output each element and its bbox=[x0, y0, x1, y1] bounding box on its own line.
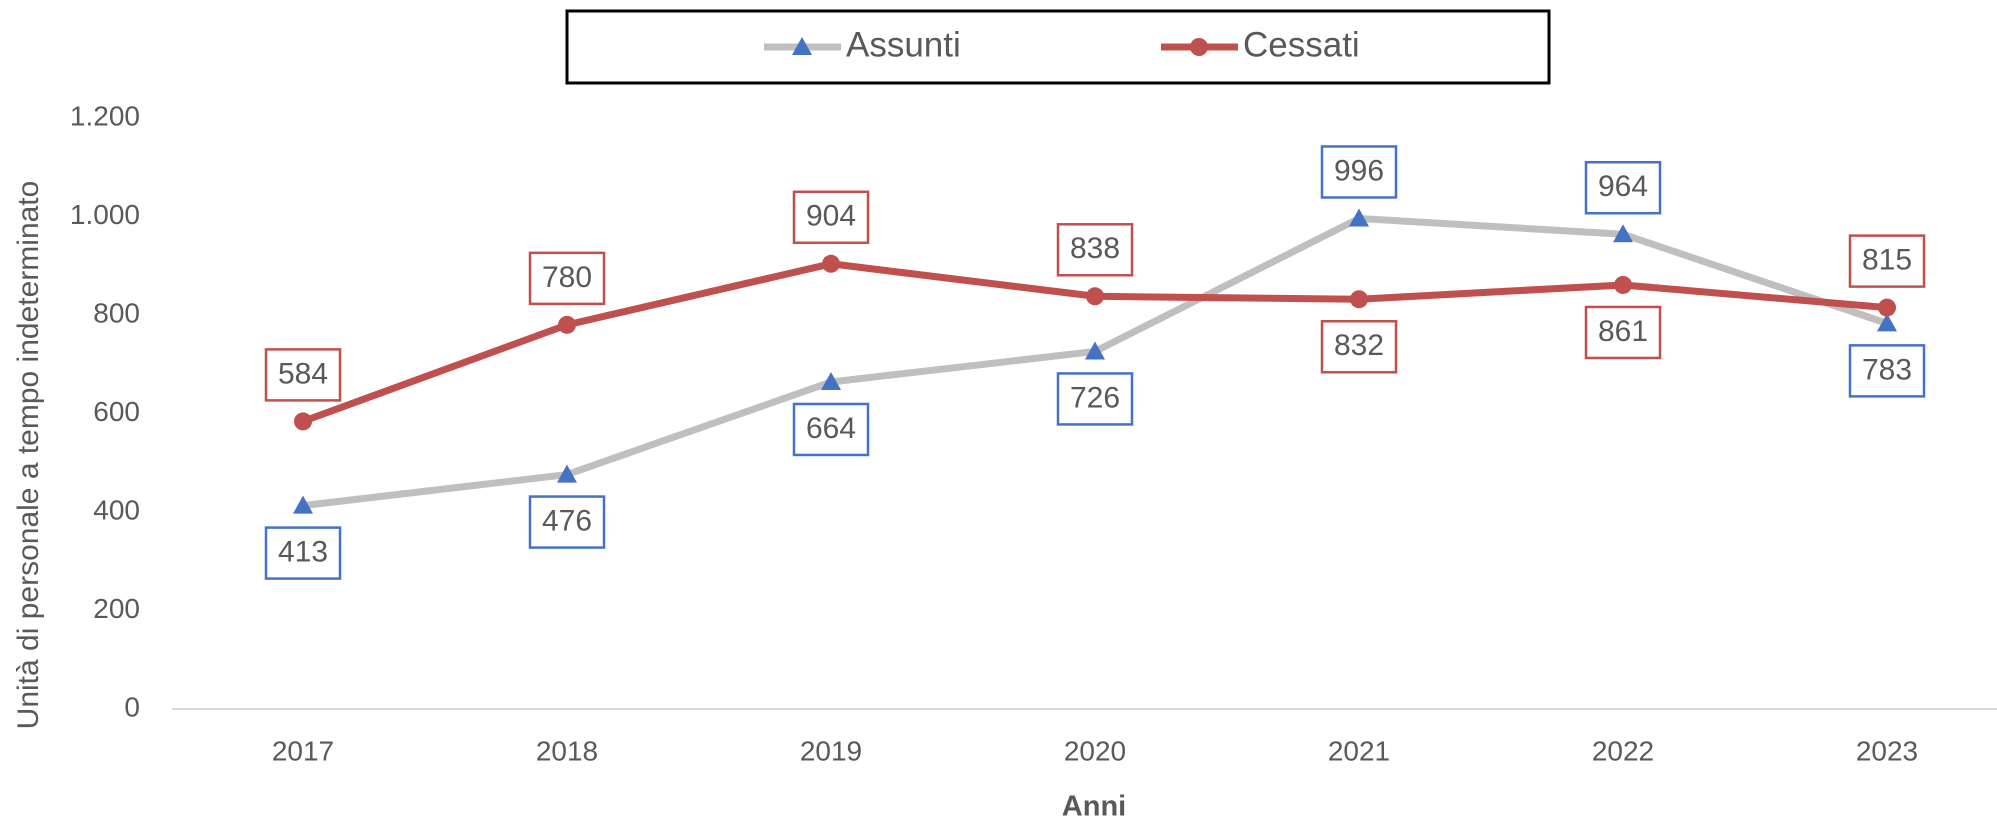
data-label-box bbox=[1584, 305, 1662, 360]
data-label: 832 bbox=[1334, 329, 1384, 362]
data-label-box bbox=[1056, 223, 1134, 277]
data-label: 726 bbox=[1070, 381, 1120, 414]
x-tick-label: 2019 bbox=[800, 735, 862, 766]
data-label-box bbox=[792, 190, 870, 245]
y-tick-label: 0 bbox=[124, 691, 140, 722]
marker bbox=[1878, 298, 1896, 317]
legend-label: Cessati bbox=[1243, 25, 1360, 64]
data-label: 861 bbox=[1598, 315, 1648, 348]
legend-label: Assunti bbox=[846, 25, 961, 64]
y-tick-label: 600 bbox=[93, 396, 140, 427]
data-label-box bbox=[528, 251, 606, 306]
x-tick-label: 2017 bbox=[272, 735, 334, 766]
x-tick-label: 2018 bbox=[536, 735, 598, 766]
data-label-box bbox=[264, 348, 342, 402]
marker bbox=[1086, 287, 1104, 306]
y-tick-label: 1.200 bbox=[70, 100, 140, 131]
data-label-box bbox=[1848, 344, 1926, 398]
data-label-box bbox=[1848, 234, 1926, 288]
data-label-box bbox=[1320, 319, 1398, 374]
marker bbox=[822, 254, 840, 273]
marker bbox=[558, 315, 576, 334]
marker bbox=[1877, 313, 1897, 332]
data-label: 815 bbox=[1862, 244, 1912, 277]
x-axis-label: Anni bbox=[1062, 791, 1126, 823]
data-label: 964 bbox=[1598, 170, 1648, 203]
marker bbox=[1350, 290, 1368, 309]
data-label-box bbox=[264, 526, 342, 580]
data-label: 996 bbox=[1334, 154, 1384, 187]
marker bbox=[821, 371, 841, 390]
y-tick-label: 800 bbox=[93, 297, 140, 328]
marker bbox=[1614, 275, 1632, 294]
marker bbox=[1613, 224, 1633, 243]
marker bbox=[1085, 341, 1105, 360]
data-label: 780 bbox=[542, 261, 592, 294]
legend-marker bbox=[1190, 38, 1208, 56]
marker bbox=[293, 495, 313, 514]
data-label: 904 bbox=[806, 200, 856, 233]
legend-marker bbox=[792, 37, 812, 55]
data-label-box bbox=[1584, 160, 1662, 215]
y-tick-label: 1.000 bbox=[70, 199, 140, 230]
data-label: 413 bbox=[278, 536, 328, 569]
legend-box bbox=[565, 9, 1551, 85]
x-tick-label: 2021 bbox=[1328, 735, 1390, 766]
marker bbox=[557, 464, 577, 483]
data-label-box bbox=[528, 495, 606, 549]
data-label: 476 bbox=[542, 504, 592, 537]
x-tick-label: 2022 bbox=[1592, 735, 1654, 766]
data-label-box bbox=[792, 402, 870, 457]
data-label-box bbox=[1320, 145, 1398, 199]
data-label: 783 bbox=[1862, 353, 1912, 386]
y-tick-label: 200 bbox=[93, 593, 140, 624]
x-tick-label: 2023 bbox=[1856, 735, 1918, 766]
y-axis-label: Unità di personale a tempo indeterminato bbox=[12, 181, 45, 730]
marker bbox=[294, 412, 312, 431]
data-label-box bbox=[1056, 372, 1134, 426]
data-label: 664 bbox=[806, 412, 856, 445]
data-label: 584 bbox=[278, 357, 328, 390]
y-tick-label: 400 bbox=[93, 494, 140, 525]
data-label: 838 bbox=[1070, 232, 1120, 265]
marker bbox=[1349, 208, 1369, 227]
x-tick-label: 2020 bbox=[1064, 735, 1126, 766]
